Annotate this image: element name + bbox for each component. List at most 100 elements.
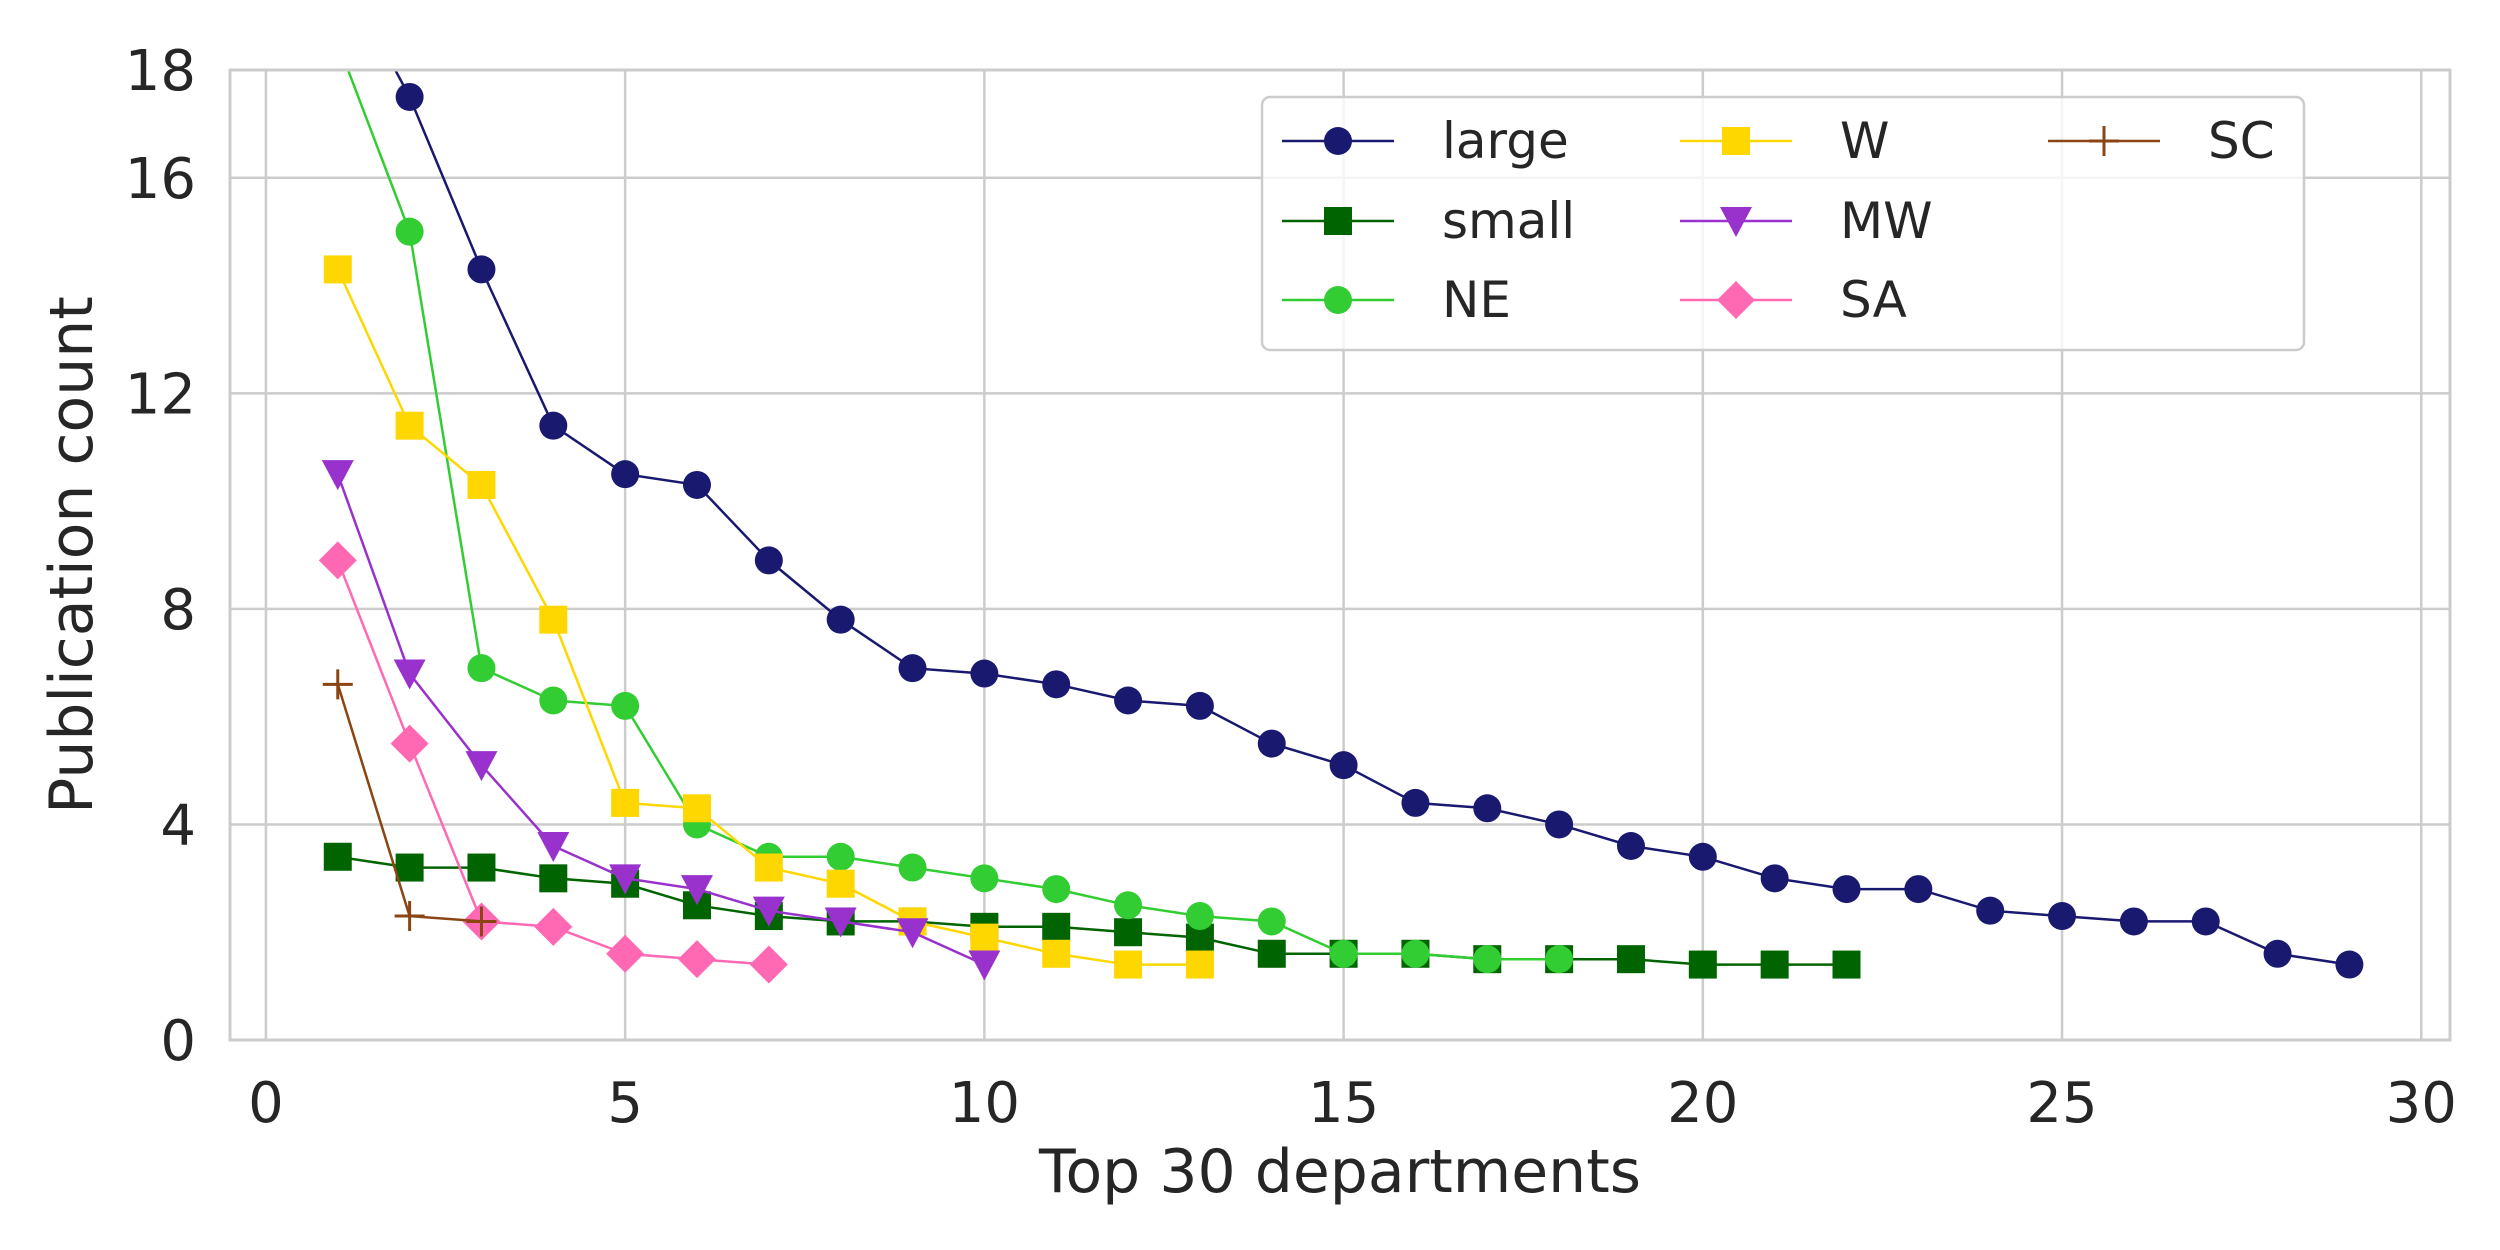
data-point [1760, 864, 1789, 893]
data-point [749, 945, 788, 984]
data-point [1114, 950, 1143, 979]
data-point [1042, 875, 1071, 904]
data-point [465, 751, 498, 782]
legend-marker [1717, 281, 1755, 319]
data-point [1185, 950, 1214, 979]
data-point [323, 842, 352, 871]
series-line [337, 855, 1847, 966]
data-point [1401, 788, 1430, 817]
legend-marker [1720, 207, 1752, 237]
data-point [467, 853, 496, 882]
data-point [395, 217, 424, 246]
series-sc [322, 669, 497, 937]
legend-label: small [1442, 192, 1575, 250]
legend-entry-small: small [1282, 192, 1575, 250]
data-point [467, 255, 496, 284]
data-point [466, 906, 497, 937]
data-point [754, 853, 783, 882]
data-point [1545, 810, 1574, 839]
y-axis-label: Publication count [37, 296, 107, 814]
data-point [467, 654, 496, 683]
data-point [2191, 907, 2220, 936]
data-point [611, 460, 640, 489]
data-point [682, 794, 711, 823]
data-point [322, 669, 353, 700]
data-point [1832, 875, 1861, 904]
data-point [1329, 939, 1358, 968]
data-point [539, 864, 568, 893]
legend: large small NE W MW SA SC [1260, 95, 2306, 352]
data-point [1114, 686, 1143, 715]
legend-label: large [1442, 112, 1569, 170]
legend-frame [1260, 95, 2306, 352]
data-point [2119, 907, 2148, 936]
x-tick-label: 30 [2386, 1071, 2457, 1136]
data-point [826, 605, 855, 634]
legend-marker [2089, 126, 2119, 156]
data-point [1904, 875, 1933, 904]
data-point [898, 654, 927, 683]
data-point [393, 659, 426, 690]
legend-marker [1324, 286, 1352, 314]
series-sa [318, 541, 788, 984]
legend-marker [1324, 127, 1352, 155]
data-point [680, 875, 713, 906]
data-point [1545, 945, 1574, 974]
data-point [395, 82, 424, 111]
series-mw [321, 460, 1001, 981]
x-tick-label: 20 [1667, 1071, 1738, 1136]
data-point [752, 896, 785, 927]
data-point [970, 864, 999, 893]
data-point [395, 853, 424, 882]
data-point [754, 546, 783, 575]
data-point [1976, 896, 2005, 925]
data-point [390, 724, 429, 763]
legend-entry-sc: SC [2048, 112, 2275, 170]
data-point [968, 950, 1001, 981]
data-point [318, 541, 357, 580]
data-point [1401, 939, 1430, 968]
data-point [539, 605, 568, 634]
y-tick-labels: 0 4 8 12 16 18 [125, 39, 196, 1074]
data-point [1257, 729, 1286, 758]
data-point [1473, 794, 1502, 823]
data-point [467, 470, 496, 499]
data-point [2335, 950, 2364, 979]
series-w [323, 255, 1214, 979]
data-point [826, 842, 855, 871]
data-point [1114, 891, 1143, 920]
legend-entry-large: large [1282, 112, 1569, 170]
data-point [970, 659, 999, 688]
data-point [826, 869, 855, 898]
data-point [1688, 950, 1717, 979]
data-point [2048, 902, 2077, 931]
data-point [1257, 907, 1286, 936]
legend-label: MW [1840, 192, 1933, 250]
data-point [395, 411, 424, 440]
x-tick-label: 5 [607, 1071, 643, 1136]
legend-label: SC [2208, 112, 2275, 170]
y-tick-label: 18 [125, 39, 196, 104]
y-tick-label: 8 [160, 578, 196, 643]
data-point [611, 691, 640, 720]
data-point [1329, 751, 1358, 780]
data-point [611, 788, 640, 817]
legend-label: SA [1840, 271, 1907, 329]
data-point [824, 907, 857, 938]
x-tick-label: 25 [2026, 1071, 2097, 1136]
data-point [1257, 939, 1286, 968]
data-point [534, 907, 573, 946]
data-point [324, 29, 352, 57]
data-point [1688, 842, 1717, 871]
y-tick-label: 4 [160, 793, 196, 858]
data-point [1042, 912, 1071, 941]
legend-entry-sa: SA [1680, 271, 1907, 329]
x-tick-label: 15 [1308, 1071, 1379, 1136]
series-line [336, 683, 482, 923]
y-tick-label: 12 [125, 362, 196, 427]
legend-entry-w: W [1680, 112, 1889, 170]
data-point [677, 940, 716, 979]
x-tick-label: 0 [248, 1071, 284, 1136]
data-point [682, 470, 711, 499]
